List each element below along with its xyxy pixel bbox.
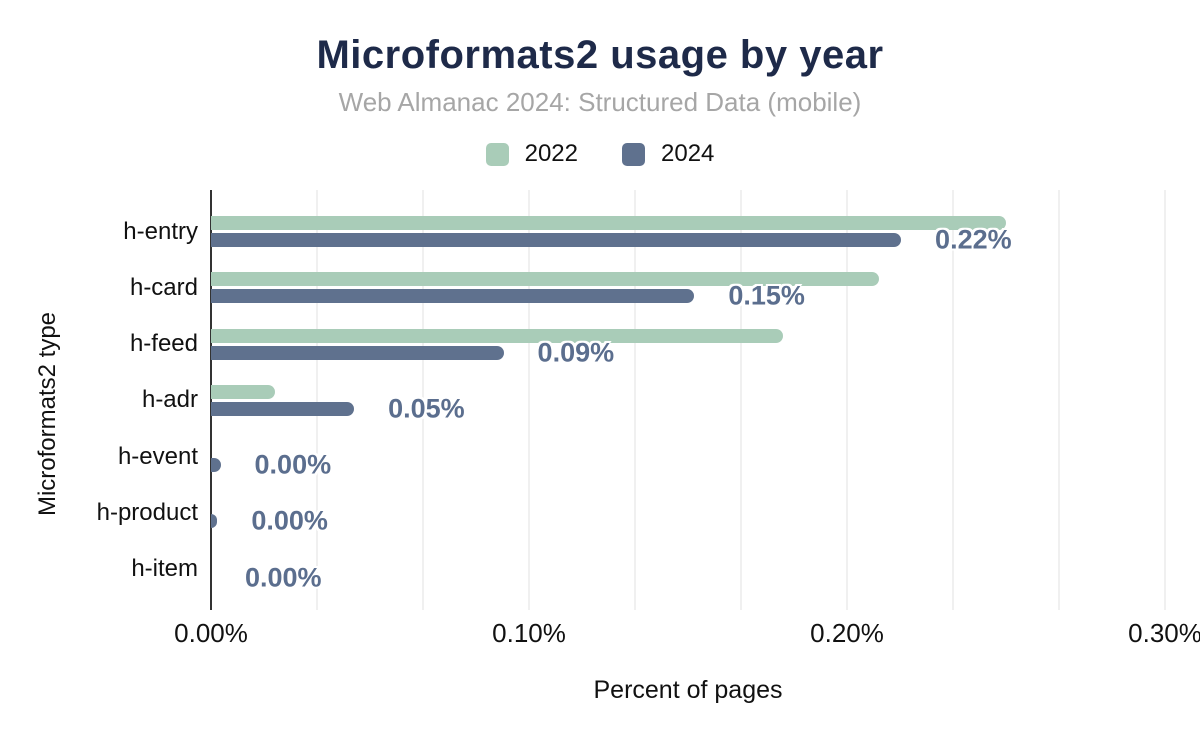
data-label-2024-h-feed: 0.09% bbox=[537, 337, 615, 367]
category-label-h-feed: h-feed bbox=[129, 330, 198, 357]
chart-subtitle: Web Almanac 2024: Structured Data (mobil… bbox=[338, 87, 862, 117]
data-label-2024-h-entry: 0.22% bbox=[935, 224, 1012, 255]
gridline bbox=[952, 190, 954, 610]
plot-area bbox=[210, 190, 1166, 610]
legend-item-2022[interactable]: 2022 bbox=[485, 140, 578, 168]
gridline bbox=[1164, 190, 1166, 610]
bar-2024-h-entry bbox=[211, 233, 902, 247]
category-label-h-item: h-item bbox=[131, 555, 198, 582]
category-label-h-event: h-event bbox=[117, 442, 198, 470]
legend-swatch-2022-icon bbox=[485, 142, 509, 166]
legend-swatch-2024-icon bbox=[622, 142, 645, 166]
bar-2024-h-adr bbox=[211, 401, 355, 416]
bar-2022-h-entry bbox=[211, 216, 1006, 230]
gridline bbox=[528, 190, 530, 610]
legend-item-2024[interactable]: 2024 bbox=[622, 140, 714, 168]
chart-title: Microformats2 usage by year bbox=[316, 33, 884, 77]
category-label-h-card: h-card bbox=[129, 273, 198, 301]
x-tick-label: 0.20% bbox=[810, 618, 884, 648]
gridline bbox=[740, 190, 742, 610]
data-label-2024-h-item: 0.00% bbox=[245, 562, 322, 592]
legend-label-2024: 2024 bbox=[661, 140, 715, 167]
bar-2022-h-feed bbox=[211, 328, 784, 343]
category-label-h-entry: h-entry bbox=[123, 217, 198, 245]
x-tick-label: 0.30% bbox=[1128, 618, 1200, 648]
bar-2024-h-event bbox=[211, 458, 221, 472]
category-label-h-adr: h-adr bbox=[141, 386, 198, 414]
gridline bbox=[846, 190, 848, 610]
bar-2022-h-adr bbox=[211, 384, 275, 399]
category-label-h-product: h-product bbox=[96, 498, 198, 526]
data-label-2024-h-card: 0.15% bbox=[728, 280, 805, 311]
data-label-2024-h-product: 0.00% bbox=[251, 505, 328, 536]
bar-2024-h-product bbox=[211, 514, 218, 529]
bar-2022-h-card bbox=[211, 272, 879, 287]
legend: 2022 2024 bbox=[0, 140, 1200, 168]
data-label-2024-h-adr: 0.05% bbox=[388, 393, 465, 424]
x-axis-title: Percent of pages bbox=[593, 676, 783, 704]
gridline bbox=[316, 190, 318, 610]
y-axis-line bbox=[210, 190, 212, 610]
gridline bbox=[634, 190, 636, 610]
data-label-2024-h-event: 0.00% bbox=[254, 449, 332, 480]
x-tick-label: 0.00% bbox=[174, 618, 248, 648]
bar-2024-h-feed bbox=[211, 345, 504, 360]
gridline bbox=[1058, 190, 1060, 610]
x-tick-label: 0.10% bbox=[492, 618, 566, 648]
legend-label-2022: 2022 bbox=[524, 140, 578, 167]
gridline bbox=[422, 190, 424, 610]
bar-2024-h-card bbox=[211, 289, 695, 304]
